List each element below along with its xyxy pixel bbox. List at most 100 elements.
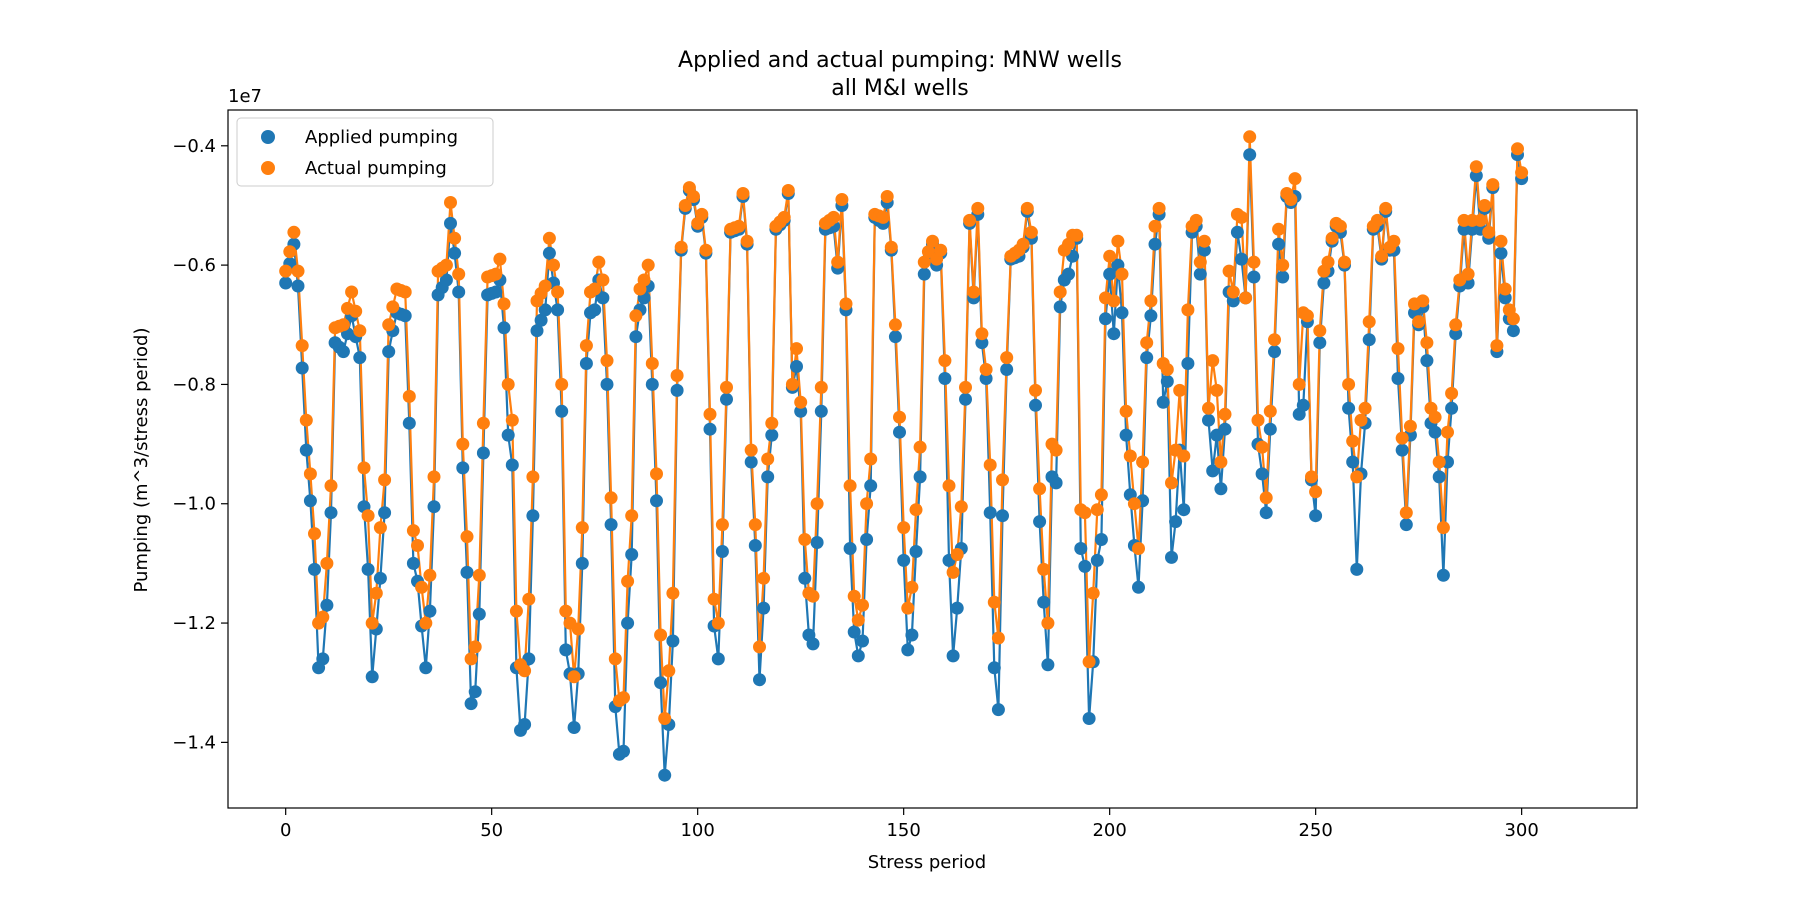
series-actual-point xyxy=(814,380,828,394)
series-actual-point xyxy=(1403,419,1417,433)
series-applied-point xyxy=(398,309,412,323)
series-actual-point xyxy=(336,318,350,332)
series-actual-point xyxy=(357,461,371,475)
series-applied-point xyxy=(427,500,441,514)
series-applied-point xyxy=(291,279,305,293)
series-actual-point xyxy=(452,267,466,281)
series-applied-point xyxy=(897,553,911,567)
series-actual-point xyxy=(505,413,519,427)
series-actual-point xyxy=(1259,491,1273,505)
series-actual-point xyxy=(1127,497,1141,511)
series-applied-point xyxy=(893,425,906,439)
series-applied-point xyxy=(629,330,643,344)
series-actual-point xyxy=(942,479,956,493)
series-actual-point xyxy=(1115,267,1129,281)
series-actual-point xyxy=(856,598,869,612)
series-actual-point xyxy=(1268,333,1281,347)
series-applied-point xyxy=(909,545,923,558)
series-actual-point xyxy=(781,184,795,197)
series-applied-point xyxy=(1156,395,1170,409)
series-applied-point xyxy=(336,345,350,359)
series-actual-point xyxy=(650,467,663,481)
series-actual-point xyxy=(1136,455,1150,469)
series-applied-point xyxy=(1436,568,1450,582)
series-actual-point xyxy=(1144,294,1158,308)
series-applied-point xyxy=(596,291,610,305)
series-actual-point xyxy=(666,586,680,600)
series-actual-point xyxy=(382,318,396,332)
series-applied-point xyxy=(950,601,964,615)
series-actual-point xyxy=(753,640,766,654)
series-applied-point xyxy=(1062,267,1075,281)
series-actual-point xyxy=(1358,401,1372,415)
series-applied-point xyxy=(1033,515,1047,529)
series-applied-point xyxy=(913,470,927,484)
series-actual-point xyxy=(1387,234,1401,248)
series-actual-point xyxy=(493,252,507,266)
series-applied-point xyxy=(1255,467,1269,481)
series-applied-point xyxy=(1313,336,1327,350)
series-applied-point xyxy=(946,649,960,663)
series-actual-point xyxy=(934,243,948,257)
series-actual-point xyxy=(954,500,968,514)
series-actual-point xyxy=(740,234,754,248)
series-applied-point xyxy=(456,461,470,475)
series-actual-point xyxy=(448,231,462,245)
series-actual-point xyxy=(963,213,977,227)
series-applied-point xyxy=(1362,333,1376,347)
series-actual-point xyxy=(518,664,532,678)
series-actual-point xyxy=(1494,234,1508,248)
series-applied-point xyxy=(1317,276,1331,290)
series-actual-point xyxy=(864,452,878,466)
series-applied-point xyxy=(501,428,515,442)
series-actual-point xyxy=(1181,303,1195,317)
series-applied-point xyxy=(901,643,915,657)
series-applied-point xyxy=(448,246,462,260)
series-actual-point xyxy=(1239,291,1253,305)
legend-box xyxy=(236,117,494,187)
series-actual-point xyxy=(596,273,610,287)
series-actual-point xyxy=(579,339,593,353)
series-actual-point xyxy=(1305,470,1318,484)
series-actual-point xyxy=(1222,264,1236,278)
series-actual-point xyxy=(398,285,412,299)
series-applied-point xyxy=(518,718,532,731)
series-applied-point xyxy=(299,443,313,457)
series-applied-point xyxy=(810,536,824,549)
series-actual-point xyxy=(464,652,478,666)
series-actual-point xyxy=(893,410,906,424)
series-applied-point xyxy=(715,545,729,558)
series-applied-point xyxy=(617,744,630,758)
series-applied-point xyxy=(406,556,420,570)
series-actual-point xyxy=(1053,285,1067,299)
series-actual-point xyxy=(625,509,639,523)
legend-label-actual: Actual pumping xyxy=(305,158,447,179)
series-applied-point xyxy=(983,506,997,520)
series-applied-point xyxy=(1029,398,1042,412)
series-applied-point xyxy=(1350,562,1364,576)
series-actual-point xyxy=(1016,237,1030,251)
series-applied-point xyxy=(806,637,820,651)
series-applied-point xyxy=(303,494,317,508)
series-actual-point xyxy=(827,210,841,224)
series-actual-point xyxy=(287,225,301,239)
series-applied-point xyxy=(559,643,573,657)
series-actual-point xyxy=(1321,255,1335,269)
series-applied-point xyxy=(711,652,725,666)
series-actual-point xyxy=(419,616,433,630)
legend-marker-actual xyxy=(261,161,275,175)
series-actual-point xyxy=(1086,586,1100,600)
y-tick-label: −1.4 xyxy=(172,732,216,753)
series-actual-point xyxy=(979,363,993,376)
series-actual-point xyxy=(1152,201,1166,215)
series-applied-point xyxy=(703,422,717,436)
series-actual-point xyxy=(1441,425,1454,439)
series-actual-point xyxy=(1436,521,1450,535)
series-applied-point xyxy=(1428,425,1442,439)
series-applied-point xyxy=(402,416,416,430)
series-applied-point xyxy=(757,601,771,615)
series-actual-point xyxy=(460,530,474,544)
series-applied-point xyxy=(1107,327,1121,341)
series-actual-point xyxy=(547,258,560,272)
